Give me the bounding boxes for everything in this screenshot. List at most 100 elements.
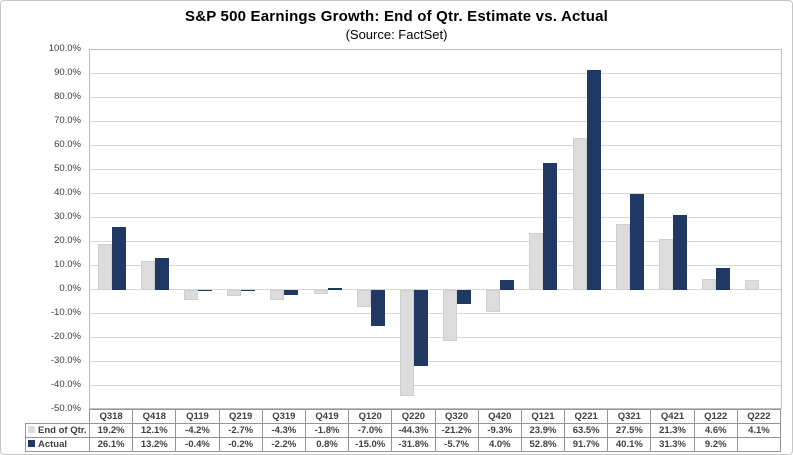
y-axis-tick-label: -20.0% [50, 331, 81, 342]
table-header-row: Q318 Q418 Q119 Q219 Q319 Q419 Q120 Q220 Q320 Q420… [26, 409, 782, 424]
gridline [90, 313, 781, 314]
bar-group-q321 [608, 50, 651, 408]
value-cell: 23.9% [520, 423, 566, 438]
bar-end-of-qtr [745, 280, 760, 290]
bar-group-q121 [522, 50, 565, 408]
quarter-header: Q122 [693, 409, 738, 424]
bar-group-q419 [306, 50, 349, 408]
data-table: Q318 Q418 Q119 Q219 Q319 Q419 Q120 Q220 Q320 Q420… [25, 409, 782, 452]
bar-actual [629, 193, 644, 290]
bar-end-of-qtr [97, 243, 112, 290]
value-cell: -15.0% [348, 437, 393, 452]
bar-actual [111, 227, 126, 290]
quarter-header: Q419 [304, 409, 350, 424]
value-cell: 26.1% [88, 437, 134, 452]
value-cell: -2.2% [261, 437, 306, 452]
quarter-header: Q321 [607, 409, 652, 424]
y-axis-tick-label: -30.0% [50, 355, 81, 366]
value-cell: 4.1% [736, 423, 782, 438]
legend-swatch-end-of-qtr [28, 425, 35, 433]
value-cell: 91.7% [564, 437, 609, 452]
gridline [90, 169, 781, 170]
y-axis-tick-label: 10.0% [54, 259, 81, 270]
bar-group-q420 [479, 50, 522, 408]
gridline [90, 361, 781, 362]
legend-swatch-actual [28, 439, 35, 447]
y-axis-tick-label: -10.0% [50, 307, 81, 318]
series-label: Actual [38, 439, 68, 450]
y-axis-tick-label: 80.0% [54, 91, 81, 102]
value-cell: 12.1% [132, 423, 177, 438]
bar-actual [716, 267, 731, 290]
value-cell: 40.1% [607, 437, 652, 452]
quarter-header: Q222 [736, 409, 782, 424]
bar-group-q418 [133, 50, 176, 408]
bar-end-of-qtr [702, 278, 717, 290]
value-cell: 0.8% [304, 437, 350, 452]
y-axis-tick-label: 70.0% [54, 115, 81, 126]
bar-end-of-qtr [615, 224, 630, 290]
quarter-header: Q220 [391, 409, 436, 424]
bar-group-q219 [220, 50, 263, 408]
y-axis-tick-label: 100.0% [48, 43, 81, 54]
value-cell: -1.8% [304, 423, 350, 438]
bar-group-q318 [90, 50, 133, 408]
bar-end-of-qtr [486, 290, 501, 313]
value-cell: -5.7% [434, 437, 479, 452]
quarter-header: Q320 [434, 409, 479, 424]
bar-end-of-qtr [572, 137, 587, 290]
value-cell: 4.0% [477, 437, 522, 452]
quarter-header: Q420 [477, 409, 522, 424]
bar-actual [241, 290, 256, 291]
bar-end-of-qtr [399, 290, 414, 397]
table-row: End of Qtr. 19.2% 12.1% -4.2% -2.7% -4.3% -1.8… [25, 423, 782, 438]
value-cell: -44.3% [391, 423, 436, 438]
bar-actual [413, 290, 428, 367]
value-cell: 27.5% [607, 423, 652, 438]
table-corner [26, 410, 90, 424]
bar-actual [500, 280, 515, 290]
gridline [90, 289, 781, 290]
bar-group-q122 [695, 50, 738, 408]
value-cell: -0.2% [218, 437, 263, 452]
bar-end-of-qtr [270, 290, 285, 301]
bar-end-of-qtr [659, 238, 674, 290]
value-cell: -4.2% [175, 423, 220, 438]
gridline [90, 265, 781, 266]
y-axis-tick-label: 40.0% [54, 187, 81, 198]
quarter-header: Q421 [650, 409, 695, 424]
gridline [90, 385, 781, 386]
plot-area [89, 49, 782, 409]
bar-actual [457, 290, 472, 304]
bar-actual [154, 258, 169, 290]
value-cell: -0.4% [175, 437, 220, 452]
value-cell: 13.2% [132, 437, 177, 452]
quarter-header: Q219 [218, 409, 263, 424]
bar-actual [673, 214, 688, 290]
value-cell: 9.2% [693, 437, 738, 452]
gridline [90, 121, 781, 122]
bar-group-q421 [651, 50, 694, 408]
value-cell: -31.8% [391, 437, 436, 452]
bar-end-of-qtr [140, 260, 155, 290]
value-cell: 31.3% [650, 437, 695, 452]
bar-end-of-qtr [529, 232, 544, 290]
quarter-header: Q121 [520, 409, 566, 424]
y-axis-tick-label: 0.0% [59, 283, 81, 294]
bar-end-of-qtr [183, 290, 198, 301]
quarter-header: Q120 [348, 409, 393, 424]
value-cell: 19.2% [88, 423, 134, 438]
y-axis-tick-label: 20.0% [54, 235, 81, 246]
value-cell: -7.0% [348, 423, 393, 438]
bar-actual [197, 290, 212, 291]
value-cell: -9.3% [477, 423, 522, 438]
series-label: End of Qtr. [38, 425, 87, 436]
quarter-header: Q221 [564, 409, 609, 424]
value-cell: 63.5% [564, 423, 609, 438]
bar-group-q120 [349, 50, 392, 408]
quarter-header: Q418 [132, 409, 177, 424]
value-cell: 4.6% [693, 423, 738, 438]
bar-actual [284, 290, 299, 296]
y-axis-tick-label: 30.0% [54, 211, 81, 222]
